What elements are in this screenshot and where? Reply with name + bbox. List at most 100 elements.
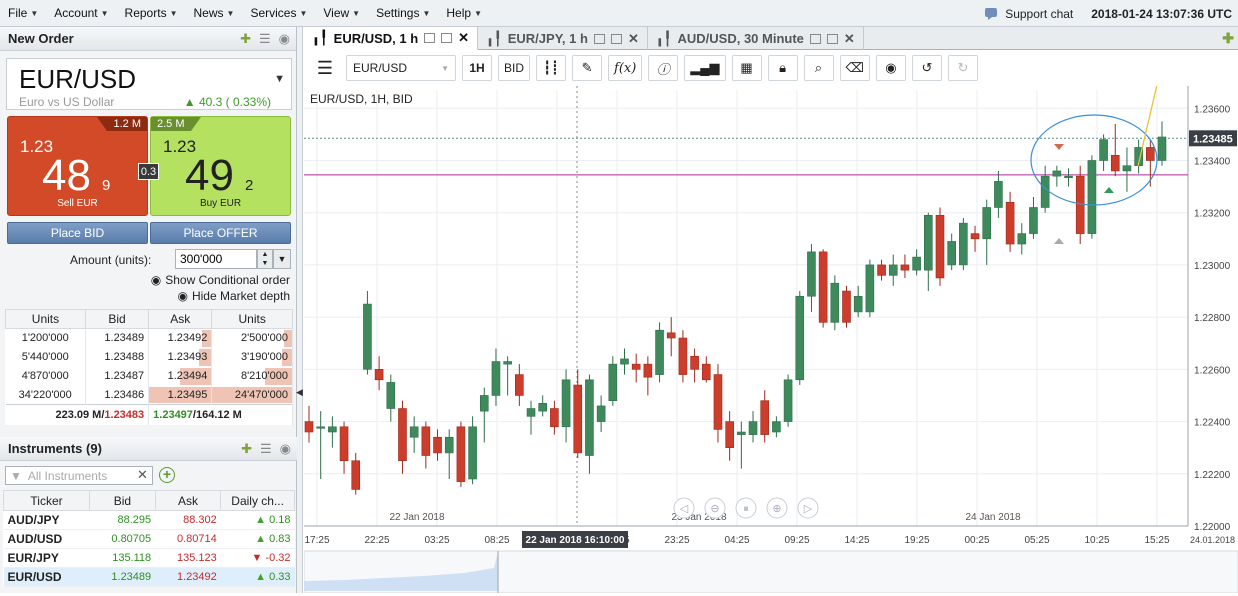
close-icon[interactable]: ✕ (843, 30, 855, 46)
ask-price[interactable]: 1.23492 (155, 567, 221, 587)
menu-settings[interactable]: Settings ▼ (376, 6, 431, 20)
candle-body (947, 241, 956, 266)
amount-dropdown[interactable]: ▼ (273, 249, 291, 269)
depth-bid[interactable]: 1.23489 (85, 328, 150, 348)
panel-collapse-handle[interactable]: ◀ (296, 27, 303, 593)
bid-price[interactable]: 0.80705 (89, 529, 156, 549)
depth-ask[interactable]: 1.23493 (148, 347, 213, 367)
show-conditional-order-link[interactable]: ◉ Show Conditional order (150, 273, 290, 287)
ask-price[interactable]: 0.80714 (155, 529, 221, 549)
instrument-filter-input[interactable]: ▼ All Instruments (5, 466, 153, 485)
side-button[interactable]: BID (498, 55, 531, 81)
symbol-selector[interactable]: EUR/USD Euro vs US Dollar ▲ 40.3 ( 0.33%… (6, 58, 292, 110)
tab-eur-usd[interactable]: ╻╿ EUR/USD, 1 h ✕ (304, 27, 479, 50)
volume-bars-icon[interactable]: ▂▄▆ (684, 55, 726, 81)
calendar-icon[interactable]: ▦ (731, 55, 762, 81)
redo-icon[interactable]: ↻ (947, 55, 978, 81)
menu-file[interactable]: File ▼ (8, 6, 39, 20)
depth-ask-units[interactable]: 2'500'000 (211, 328, 293, 348)
depth-ask-units[interactable]: 24'470'000 (211, 385, 293, 405)
sell-volume: 1.2 M (97, 117, 147, 131)
menu-reports[interactable]: Reports ▼ (124, 6, 178, 20)
candlestick-chart-svg[interactable]: 1.23600 1.23400 1.23200 1.23000 1.22800 1.226… (303, 71, 1238, 594)
depth-bid-units[interactable]: 34'220'000 (5, 385, 86, 405)
indicator-fx-icon[interactable]: f(x) (608, 55, 643, 81)
menu-account[interactable]: Account ▼ (54, 6, 109, 20)
add-icon[interactable]: ✚ (241, 440, 252, 456)
maximize-icon[interactable] (441, 33, 453, 43)
draw-tool-icon[interactable]: ✎ (572, 55, 603, 81)
bid-price[interactable]: 135.118 (89, 548, 156, 568)
support-chat-link[interactable]: Support chat (984, 7, 1073, 21)
eye-icon[interactable]: ◉ (279, 440, 291, 456)
chart-type-icon[interactable]: ┇┋ (536, 55, 567, 81)
menu-view[interactable]: View ▼ (323, 6, 361, 20)
close-icon[interactable]: ✕ (627, 30, 639, 46)
sell-big-figure: 1.23 (20, 137, 54, 156)
zoom-icon[interactable]: ⌕ (803, 55, 834, 81)
depth-bid[interactable]: 1.23487 (85, 366, 150, 386)
amount-input[interactable] (175, 249, 257, 269)
visibility-icon[interactable]: ◉ (875, 55, 906, 81)
depth-ask-units[interactable]: 8'210'000 (211, 366, 293, 386)
price-chart[interactable]: 1.23600 1.23400 1.23200 1.23000 1.22800 1.226… (303, 71, 1238, 594)
tab-eur-jpy[interactable]: ╻╿ EUR/JPY, 1 h ✕ (478, 27, 648, 50)
chevron-down-icon[interactable]: ▼ (274, 73, 285, 85)
arrow-down-icon: ▼ (251, 552, 263, 564)
eye-icon[interactable]: ◉ (278, 30, 290, 46)
depth-bid-units[interactable]: 5'440'000 (5, 347, 86, 367)
tab-aud-usd[interactable]: ╻╿ AUD/USD, 30 Minute ✕ (648, 27, 864, 50)
instrument-row[interactable]: AUD/JPY 88.295 88.302 ▲ 0.18 (3, 510, 295, 530)
bid-price[interactable]: 1.23489 (89, 567, 156, 587)
info-icon[interactable]: ⓘ (648, 55, 679, 81)
restore-icon[interactable] (809, 33, 821, 44)
depth-ask[interactable]: 1.23495 (148, 385, 213, 405)
hamburger-menu-button[interactable]: ☰ (310, 55, 340, 81)
column-header[interactable]: Bid (89, 490, 156, 511)
depth-ask[interactable]: 1.23494 (148, 366, 213, 386)
chart-nav-icon: ◁ (680, 503, 689, 515)
menu-services[interactable]: Services ▼ (250, 6, 308, 20)
depth-ask[interactable]: 1.23492 (148, 328, 213, 348)
ask-price[interactable]: 88.302 (155, 510, 221, 530)
add-instrument-icon[interactable]: + (159, 467, 175, 483)
instrument-row[interactable]: AUD/USD 0.80705 0.80714 ▲ 0.83 (3, 529, 295, 549)
hide-market-depth-link[interactable]: ◉ Hide Market depth (177, 289, 290, 303)
eraser-icon[interactable]: ⌫ (839, 55, 870, 81)
menu-news[interactable]: News ▼ (193, 6, 235, 20)
depth-bid-units[interactable]: 1'200'000 (5, 328, 86, 348)
maximize-icon[interactable] (610, 33, 622, 44)
menu-lines-icon[interactable]: ☰ (259, 30, 271, 46)
column-header[interactable]: Ticker (2, 490, 91, 511)
timeframe-button[interactable]: 1H (462, 55, 492, 81)
depth-ask-units[interactable]: 3'190'000 (211, 347, 293, 367)
depth-bid[interactable]: 1.23486 (85, 385, 150, 405)
buy-button[interactable]: 2.5 M 1.23 49 2 Buy EUR (150, 116, 291, 216)
add-chart-icon[interactable]: ✚ (1222, 30, 1234, 46)
ask-price[interactable]: 135.123 (155, 548, 221, 568)
instrument-row[interactable]: EUR/USD 1.23489 1.23492 ▲ 0.33 (3, 567, 295, 587)
place-bid-button[interactable]: Place BID (7, 222, 148, 244)
column-header[interactable]: Ask (154, 490, 222, 511)
close-icon[interactable]: ✕ (137, 467, 148, 482)
chat-icon (985, 7, 998, 20)
column-header[interactable]: Daily ch... (220, 490, 295, 511)
close-icon[interactable]: ✕ (458, 30, 470, 45)
add-icon[interactable]: ✚ (240, 30, 251, 46)
maximize-icon[interactable] (826, 33, 838, 44)
symbol-dropdown[interactable]: EUR/USD ▼ (346, 55, 456, 81)
sell-button[interactable]: 1.2 M 1.23 48 9 Sell EUR (7, 116, 148, 216)
lock-icon[interactable]: 🔒︎ (767, 55, 798, 81)
amount-stepper[interactable]: ▲ ▼ (257, 249, 273, 269)
restore-icon[interactable] (593, 33, 605, 44)
instrument-row[interactable]: EUR/JPY 135.118 135.123 ▼ -0.32 (3, 548, 295, 568)
undo-icon[interactable]: ↺ (911, 55, 942, 81)
menu-lines-icon[interactable]: ☰ (260, 440, 272, 456)
menu-help[interactable]: Help ▼ (446, 6, 482, 20)
bid-price[interactable]: 88.295 (89, 510, 156, 530)
chart-icon: ╻╿ (655, 30, 672, 46)
place-offer-button[interactable]: Place OFFER (150, 222, 291, 244)
depth-bid-units[interactable]: 4'870'000 (5, 366, 86, 386)
depth-bid[interactable]: 1.23488 (85, 347, 150, 367)
restore-icon[interactable] (424, 33, 436, 43)
